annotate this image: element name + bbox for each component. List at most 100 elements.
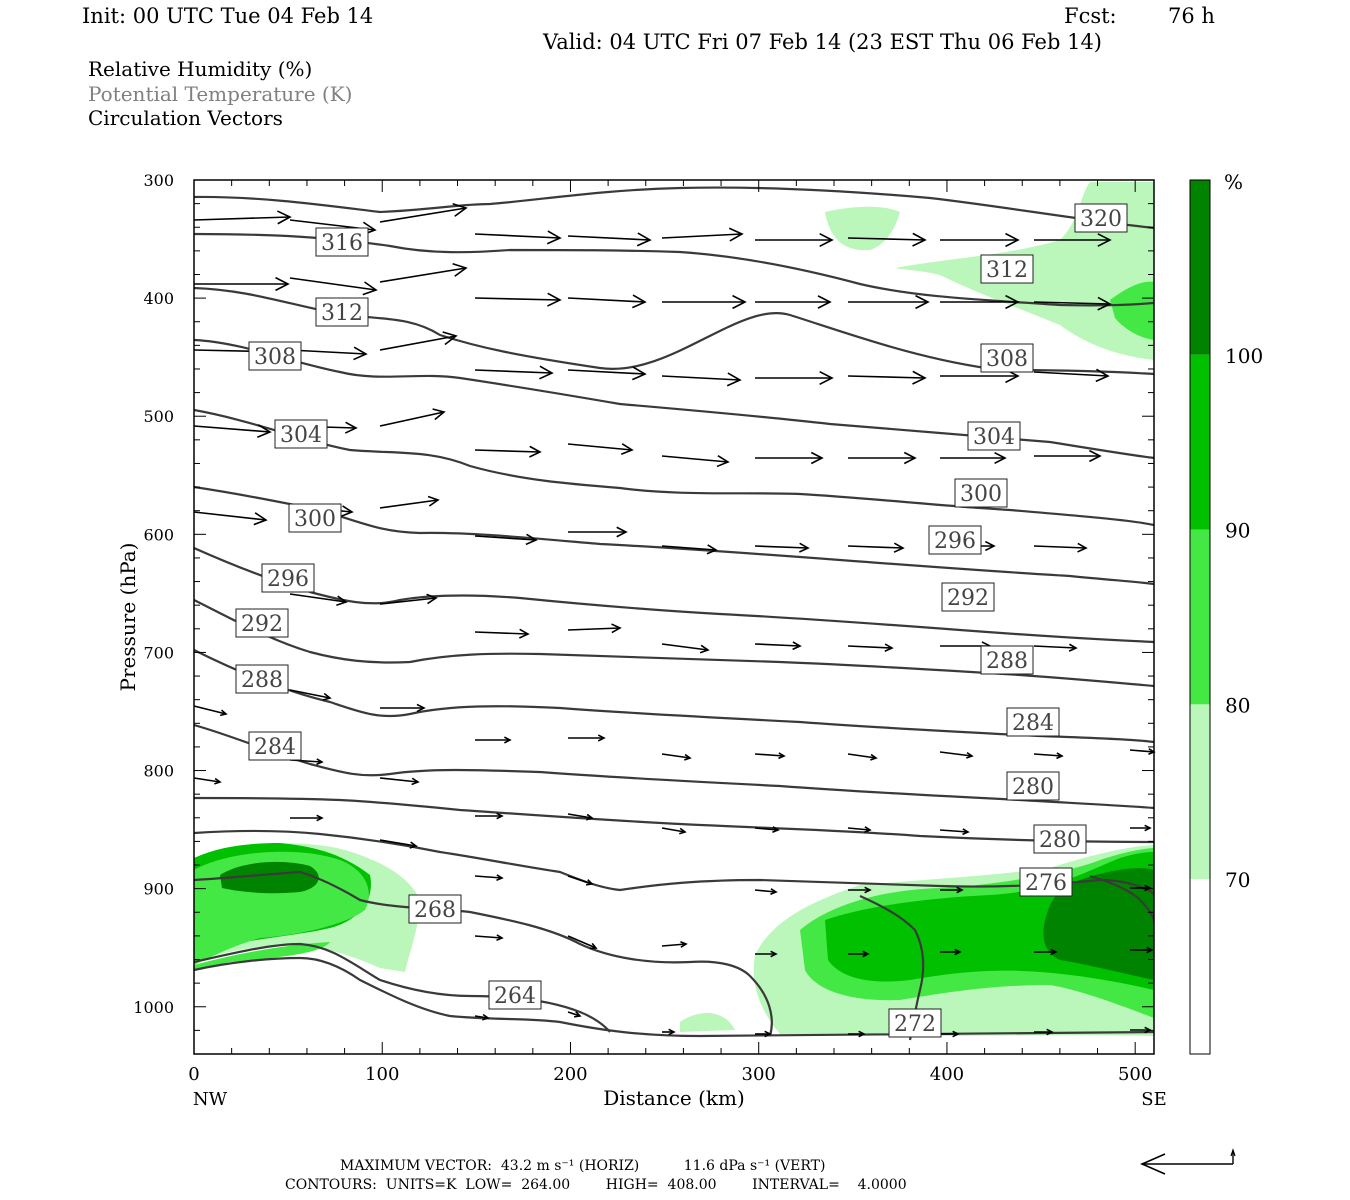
circulation-vector bbox=[193, 424, 272, 438]
contour-label-text: 300 bbox=[960, 482, 1002, 507]
valid-time: Valid: 04 UTC Fri 07 Feb 14 (23 EST Thu … bbox=[543, 30, 1102, 54]
contour-label: 288 bbox=[235, 664, 289, 694]
circulation-vector bbox=[848, 1030, 866, 1038]
contour-label-text: 312 bbox=[321, 301, 363, 326]
rh-shade-area bbox=[220, 861, 319, 894]
circulation-vector bbox=[662, 294, 747, 310]
x-tick-label: 300 bbox=[742, 1064, 776, 1085]
x-tick-label: 200 bbox=[553, 1064, 587, 1085]
circulation-vector bbox=[754, 542, 810, 553]
contour-label: 300 bbox=[288, 503, 342, 533]
forecast-hour: 76 h bbox=[1168, 4, 1215, 28]
circulation-vector bbox=[1033, 296, 1112, 311]
circulation-vector bbox=[1034, 1028, 1054, 1036]
circulation-vector bbox=[847, 232, 927, 247]
circulation-vector bbox=[661, 753, 692, 761]
circulation-vector bbox=[847, 753, 878, 761]
circulation-vector bbox=[474, 365, 554, 380]
contour-label-text: 292 bbox=[241, 612, 283, 637]
y-tick-label: 500 bbox=[143, 407, 174, 426]
colorbar-label: 100 bbox=[1225, 344, 1263, 368]
colorbar: 70 80 90 100% bbox=[1189, 170, 1263, 1055]
contour-label-text: 304 bbox=[973, 425, 1015, 450]
contour-info: CONTOURS: UNITS=K LOW= 264.00 HIGH= 408.… bbox=[285, 1177, 907, 1193]
forecast-label: Fcst: bbox=[1064, 4, 1117, 28]
legend-potential-temperature: Potential Temperature (K) bbox=[88, 82, 353, 106]
circulation-vector bbox=[754, 888, 778, 895]
contour-label-text: 316 bbox=[321, 231, 363, 256]
circulation-vector bbox=[379, 593, 438, 605]
y-tick-label: 1000 bbox=[133, 998, 174, 1017]
colorbar-label: 70 bbox=[1225, 868, 1250, 892]
contour-label-text: 268 bbox=[414, 898, 456, 923]
circulation-vector bbox=[848, 294, 930, 310]
contour-label-text: 284 bbox=[254, 735, 296, 760]
circulation-vector bbox=[379, 408, 446, 427]
colorbar-segment bbox=[1190, 180, 1210, 355]
contour-label-text: 304 bbox=[280, 423, 322, 448]
circulation-vector bbox=[754, 752, 786, 760]
circulation-vectors bbox=[193, 202, 1156, 1038]
circulation-vector bbox=[1130, 824, 1152, 832]
isentrope-line bbox=[194, 942, 611, 1033]
rh-shade-area bbox=[194, 942, 330, 970]
contour-label-text: 264 bbox=[494, 984, 536, 1009]
contour-label: 308 bbox=[248, 341, 302, 371]
circulation-vector bbox=[1129, 748, 1156, 756]
isentrope-line bbox=[194, 232, 1154, 307]
contour-label: 280 bbox=[1033, 824, 1087, 854]
colorbar-label: 90 bbox=[1225, 519, 1250, 543]
circulation-vector bbox=[474, 533, 538, 546]
circulation-vector bbox=[847, 826, 872, 833]
circulation-vector bbox=[1034, 233, 1112, 247]
colorbar-segment bbox=[1190, 354, 1210, 530]
contour-label-text: 276 bbox=[1025, 871, 1067, 896]
circulation-vector bbox=[1033, 752, 1064, 760]
contour-label-text: 300 bbox=[294, 507, 336, 532]
circulation-vector bbox=[1130, 884, 1152, 892]
circulation-vector bbox=[755, 232, 834, 248]
contour-label: 280 bbox=[1006, 771, 1060, 801]
circulation-vector bbox=[940, 294, 1020, 310]
contour-label-text: 296 bbox=[267, 567, 309, 592]
contour-label: 292 bbox=[235, 608, 289, 638]
circulation-vector bbox=[940, 886, 964, 894]
y-tick-label: 300 bbox=[143, 171, 174, 190]
legend-relative-humidity: Relative Humidity (%) bbox=[88, 57, 313, 81]
circulation-vector bbox=[1033, 542, 1088, 553]
isentrope-line bbox=[194, 546, 1154, 644]
circulation-vector bbox=[848, 950, 870, 958]
contour-label: 308 bbox=[980, 343, 1034, 373]
circulation-vector bbox=[379, 777, 420, 786]
x-tick-label: 500 bbox=[1118, 1064, 1152, 1085]
x-axis-label: Distance (km) bbox=[603, 1086, 745, 1110]
circulation-vector bbox=[661, 940, 688, 948]
circulation-vector bbox=[661, 372, 742, 387]
circulation-vector bbox=[939, 828, 970, 836]
contour-label-text: 292 bbox=[947, 586, 989, 611]
circulation-vector bbox=[289, 346, 368, 361]
contour-label: 272 bbox=[888, 1008, 942, 1038]
circulation-vector bbox=[379, 495, 440, 509]
circulation-vector bbox=[379, 331, 458, 351]
circulation-vector bbox=[474, 230, 562, 245]
circulation-vector bbox=[847, 643, 894, 653]
x-tick-label: 100 bbox=[365, 1064, 399, 1085]
circulation-vector bbox=[567, 813, 594, 821]
isentrope-line bbox=[194, 870, 773, 1037]
isentrope-line bbox=[194, 485, 1154, 586]
contour-label-text: 280 bbox=[1012, 775, 1054, 800]
x-end-label-left: NW bbox=[193, 1089, 228, 1110]
contour-label: 316 bbox=[315, 227, 369, 257]
circulation-vector bbox=[475, 812, 504, 820]
circulation-vector bbox=[848, 886, 872, 894]
circulation-vector bbox=[194, 276, 290, 292]
contour-label-text: 296 bbox=[934, 529, 976, 554]
contour-label: 300 bbox=[954, 478, 1008, 508]
circulation-vector bbox=[661, 454, 730, 468]
contour-label: 296 bbox=[928, 525, 982, 555]
isentrope-line bbox=[1089, 874, 1154, 923]
circulation-vector bbox=[755, 1030, 772, 1038]
circulation-vector bbox=[940, 948, 962, 956]
